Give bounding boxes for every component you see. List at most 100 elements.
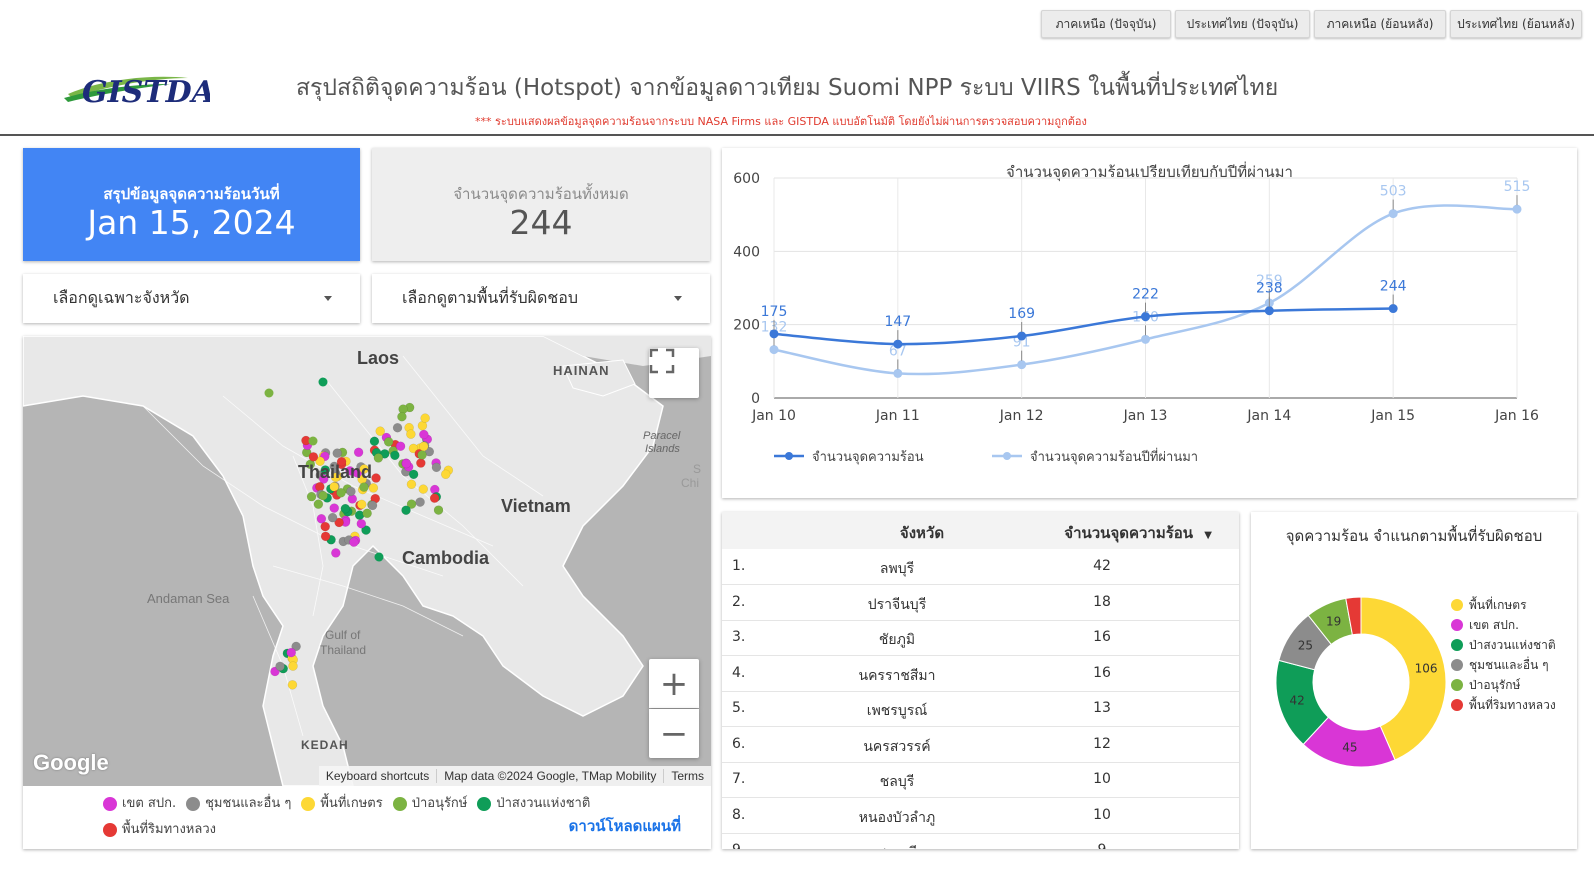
keyboard-shortcuts-link[interactable]: Keyboard shortcuts — [325, 769, 430, 783]
hotspot-map[interactable]: Laos HAINAN Thailand Vietnam Cambodia An… — [23, 336, 711, 786]
hotspot-dot[interactable] — [308, 452, 319, 462]
hotspot-dot[interactable] — [397, 411, 407, 422]
data-point[interactable] — [1141, 334, 1150, 344]
hotspot-dot[interactable] — [418, 441, 429, 452]
hotspot-dot[interactable] — [369, 436, 380, 447]
hotspot-dot[interactable] — [306, 491, 317, 502]
hotspot-dot[interactable] — [334, 517, 344, 528]
data-point[interactable] — [1512, 204, 1522, 214]
table-row[interactable]: 6. นครสวรรค์ 12 — [722, 727, 1239, 763]
data-point[interactable] — [769, 345, 779, 355]
hotspot-dot[interactable] — [368, 483, 379, 493]
table-row[interactable]: 7. ชลบุรี 10 — [722, 762, 1239, 798]
nav-north-history-button[interactable]: ภาคเหนือ (ย้อนหลัง) — [1314, 10, 1446, 38]
hotspot-dot[interactable] — [406, 499, 417, 509]
hotspot-dot[interactable] — [431, 462, 442, 473]
terms-link[interactable]: Terms — [663, 769, 711, 783]
hotspot-dot[interactable] — [331, 548, 341, 558]
hotspot-dot[interactable] — [336, 456, 347, 467]
hotspot-dot[interactable] — [318, 377, 328, 387]
hotspot-dot[interactable] — [401, 458, 412, 469]
donut-slice[interactable] — [1360, 596, 1447, 761]
hotspot-dot[interactable] — [375, 426, 385, 436]
hotspot-dot[interactable] — [429, 493, 440, 503]
data-point[interactable] — [1017, 360, 1027, 370]
hotspot-dot[interactable] — [390, 450, 400, 461]
hotspot-dot[interactable] — [419, 429, 429, 440]
hotspot-dot[interactable] — [316, 514, 327, 524]
hotspot-dot[interactable] — [286, 647, 296, 658]
zoom-out-button[interactable]: − — [649, 709, 699, 758]
hotspot-dot[interactable] — [287, 680, 298, 690]
hotspot-dot[interactable] — [356, 499, 367, 510]
data-point[interactable] — [1141, 312, 1150, 322]
zoom-in-button[interactable]: + — [649, 659, 699, 708]
hotspot-dot[interactable] — [340, 503, 351, 514]
hotspot-dot[interactable] — [362, 508, 372, 519]
hotspot-dot[interactable] — [418, 484, 429, 494]
donut-legend-item[interactable]: เขต สปก. — [1451, 617, 1571, 633]
hotspot-dot[interactable] — [353, 447, 364, 458]
hotspot-dot[interactable] — [383, 437, 394, 447]
data-point[interactable] — [893, 368, 903, 378]
data-point[interactable] — [893, 339, 903, 349]
hotspot-dot[interactable] — [371, 473, 381, 483]
hotspot-dot[interactable] — [416, 458, 426, 468]
hotspot-dot[interactable] — [336, 488, 346, 498]
hotspot-dot[interactable] — [374, 552, 384, 562]
hotspot-dot[interactable] — [361, 525, 371, 535]
hotspot-dot[interactable] — [320, 465, 331, 475]
nav-thailand-history-button[interactable]: ประเทศไทย (ย้อนหลัง) — [1450, 10, 1582, 38]
hotspot-dot[interactable] — [345, 466, 355, 476]
hotspot-dot[interactable] — [359, 482, 369, 492]
hotspot-dot[interactable] — [313, 499, 324, 509]
hotspot-dot[interactable] — [356, 518, 367, 529]
nav-north-current-button[interactable]: ภาคเหนือ (ปัจจุบัน) — [1041, 10, 1171, 38]
donut-legend-item[interactable]: ป่าสงวนแห่งชาติ — [1451, 637, 1571, 653]
hotspot-dot[interactable] — [408, 443, 419, 454]
table-row[interactable]: 3. ชัยภูมิ 16 — [722, 620, 1239, 656]
hotspot-dot[interactable] — [417, 450, 427, 460]
hotspot-dot[interactable] — [327, 512, 338, 523]
hotspot-dot[interactable] — [320, 531, 331, 542]
fullscreen-button[interactable] — [649, 348, 699, 398]
data-point[interactable] — [769, 329, 779, 339]
table-row[interactable]: 4. นครราชสีมา 16 — [722, 656, 1239, 692]
hotspot-dot[interactable] — [330, 472, 341, 483]
hotspot-dot[interactable] — [320, 521, 330, 532]
hotspot-dot[interactable] — [318, 490, 328, 501]
hotspot-dot[interactable] — [440, 469, 451, 480]
table-row[interactable]: 9. สระบุรี 9 — [722, 833, 1239, 849]
donut-legend-item[interactable]: ป่าอนุรักษ์ — [1451, 677, 1571, 693]
data-point[interactable] — [1264, 306, 1274, 316]
donut-legend-item[interactable]: พื้นที่เกษตร — [1451, 597, 1571, 613]
hotspot-dot[interactable] — [349, 537, 359, 547]
hotspot-dot[interactable] — [392, 423, 403, 433]
hotspot-dot[interactable] — [406, 479, 417, 490]
hotspot-dot[interactable] — [408, 469, 419, 480]
hotspot-dot[interactable] — [315, 456, 325, 466]
data-point[interactable] — [1017, 331, 1027, 341]
data-point[interactable] — [1388, 304, 1398, 314]
nav-thailand-current-button[interactable]: ประเทศไทย (ปัจจุบัน) — [1175, 10, 1310, 38]
hotspot-dot[interactable] — [401, 505, 411, 515]
hotspot-dot[interactable] — [329, 503, 339, 513]
hotspot-dot[interactable] — [359, 464, 369, 474]
hotspot-dot[interactable] — [420, 413, 430, 423]
hotspot-dot[interactable] — [346, 486, 356, 497]
hotspot-dot[interactable] — [291, 641, 301, 652]
province-filter-dropdown[interactable]: เลือกดูเฉพาะจังหวัด — [23, 274, 360, 323]
donut-slice[interactable] — [1345, 596, 1362, 636]
hotspot-dot[interactable] — [288, 661, 298, 671]
table-row[interactable]: 2. ปราจีนบุรี 18 — [722, 585, 1239, 621]
legend-label[interactable]: จำนวนจุดความร้อนปีที่ผ่านมา — [1030, 448, 1198, 465]
area-filter-dropdown[interactable]: เลือกดูตามพื้นที่รับผิดชอบ — [372, 274, 710, 323]
hotspot-dot[interactable] — [415, 497, 425, 507]
table-row[interactable]: 5. เพชรบูรณ์ 13 — [722, 691, 1239, 727]
data-point[interactable] — [1388, 209, 1398, 219]
hotspot-dot[interactable] — [329, 482, 339, 492]
hotspot-dot[interactable] — [395, 441, 406, 451]
donut-legend-item[interactable]: ชุมชนและอื่น ๆ — [1451, 657, 1571, 673]
hotspot-dot[interactable] — [373, 453, 384, 463]
hotspot-dot[interactable] — [275, 661, 285, 672]
